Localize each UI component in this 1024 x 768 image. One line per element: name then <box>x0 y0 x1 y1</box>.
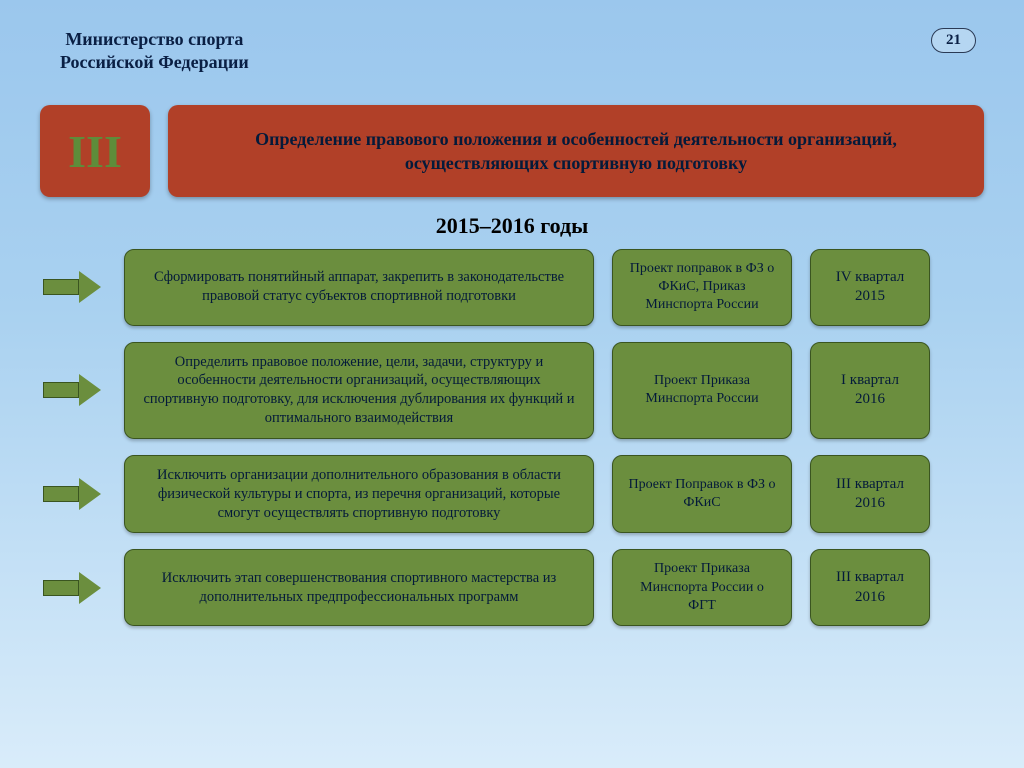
table-rows: Сформировать понятийный аппарат, закрепи… <box>40 249 984 626</box>
doc-box: Проект Приказа Минспорта России <box>612 342 792 439</box>
years-heading: 2015–2016 годы <box>40 213 984 239</box>
page-number-badge: 21 <box>931 28 976 53</box>
arrow-icon <box>40 549 106 626</box>
time-box: III квартал 2016 <box>810 455 930 534</box>
doc-box: Проект Приказа Минспорта России о ФГТ <box>612 549 792 626</box>
arrow-icon <box>40 455 106 534</box>
time-box: IV квартал 2015 <box>810 249 930 326</box>
time-box: III квартал 2016 <box>810 549 930 626</box>
ministry-block: Министерство спорта Российской Федерации <box>60 28 249 73</box>
header: Министерство спорта Российской Федерации… <box>40 28 984 73</box>
doc-box: Проект Поправок в ФЗ о ФКиС <box>612 455 792 534</box>
task-box: Определить правовое положение, цели, зад… <box>124 342 594 439</box>
section-title: Определение правового положения и особен… <box>168 105 984 197</box>
doc-box: Проект поправок в ФЗ о ФКиС, Приказ Минс… <box>612 249 792 326</box>
table-row: Сформировать понятийный аппарат, закрепи… <box>40 249 984 326</box>
table-row: Исключить этап совершенствования спортив… <box>40 549 984 626</box>
ministry-line1: Министерство спорта <box>60 28 249 51</box>
ministry-line2: Российской Федерации <box>60 51 249 74</box>
task-box: Сформировать понятийный аппарат, закрепи… <box>124 249 594 326</box>
task-box: Исключить этап совершенствования спортив… <box>124 549 594 626</box>
arrow-icon <box>40 342 106 439</box>
slide: Министерство спорта Российской Федерации… <box>0 0 1024 768</box>
title-row: III Определение правового положения и ос… <box>40 105 984 197</box>
table-row: Исключить организации дополнительного об… <box>40 455 984 534</box>
time-box: I квартал 2016 <box>810 342 930 439</box>
section-roman: III <box>40 105 150 197</box>
table-row: Определить правовое положение, цели, зад… <box>40 342 984 439</box>
task-box: Исключить организации дополнительного об… <box>124 455 594 534</box>
arrow-icon <box>40 249 106 326</box>
